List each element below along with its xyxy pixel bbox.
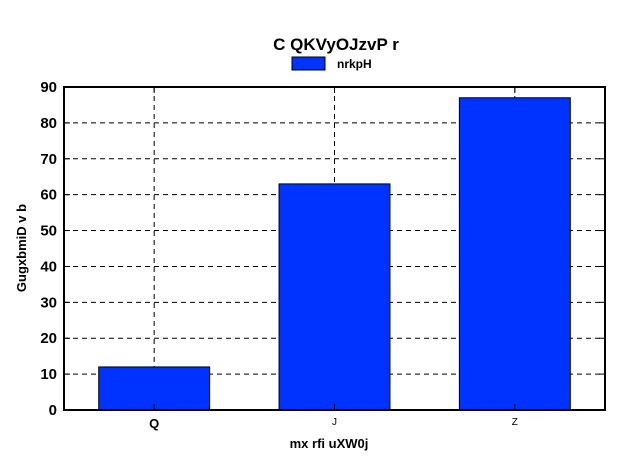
y-ticks: 0 10 20 30 40 50 60 70 80 90 xyxy=(40,79,605,419)
y-tick-label: 20 xyxy=(40,330,57,347)
y-tick-label: 90 xyxy=(40,79,57,96)
x-axis-label: mx rfi uXW0j xyxy=(290,436,369,451)
x-tick-label: Q xyxy=(149,416,159,431)
bars xyxy=(98,97,571,411)
y-tick-label: 30 xyxy=(40,294,57,311)
bar-Q xyxy=(98,366,211,411)
y-tick-label: 40 xyxy=(40,258,57,275)
legend-swatch xyxy=(291,56,326,71)
legend: nrkpH xyxy=(291,56,372,71)
y-axis-label: GugxbmiD v b xyxy=(14,204,29,292)
y-tick-label: 0 xyxy=(49,402,57,419)
x-tick-label: J xyxy=(332,417,337,428)
y-tick-label: 10 xyxy=(40,366,57,383)
y-tick-label: 80 xyxy=(40,115,57,132)
bar-J xyxy=(278,183,391,411)
chart-title: C QKVyOJzvP r xyxy=(273,35,399,54)
legend-label: nrkpH xyxy=(337,57,372,71)
y-tick-label: 70 xyxy=(40,151,57,168)
y-tick-label: 50 xyxy=(40,223,57,240)
y-tick-label: 60 xyxy=(40,187,57,204)
x-tick-label: Z xyxy=(512,417,518,428)
bar-Z xyxy=(458,97,571,411)
